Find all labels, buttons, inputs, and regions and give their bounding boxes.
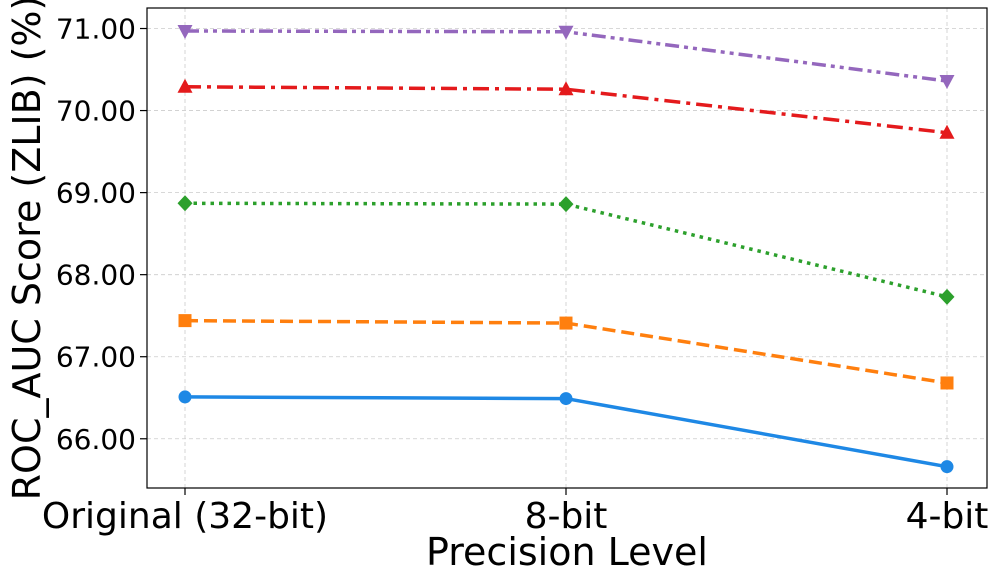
data-point bbox=[558, 25, 574, 40]
y-tick-label: 69.00 bbox=[56, 177, 136, 210]
series-2 bbox=[178, 314, 954, 390]
series-4 bbox=[177, 78, 955, 139]
data-point bbox=[177, 195, 193, 212]
y-tick-label: 70.00 bbox=[56, 95, 136, 128]
series-layer bbox=[177, 24, 955, 474]
y-tick-label: 71.00 bbox=[56, 13, 136, 46]
axes: Original (32-bit) 8-bit 4-bit 66.00 67.00 68.… bbox=[42, 13, 989, 537]
data-point bbox=[939, 124, 955, 139]
data-point bbox=[940, 460, 954, 474]
data-point bbox=[939, 288, 955, 305]
plot-frame bbox=[146, 7, 988, 489]
series-1 bbox=[178, 390, 954, 474]
series-5 bbox=[177, 24, 955, 90]
data-point bbox=[177, 24, 193, 39]
data-point bbox=[559, 316, 573, 330]
data-point bbox=[178, 314, 192, 328]
x-tick-label: Original (32-bit) bbox=[42, 496, 328, 537]
data-point bbox=[559, 392, 573, 406]
data-point bbox=[558, 196, 574, 213]
data-point bbox=[177, 78, 193, 93]
x-tick-label: 4-bit bbox=[906, 496, 989, 537]
grid-lines bbox=[147, 8, 987, 488]
data-point bbox=[558, 81, 574, 96]
x-tick-label: 8-bit bbox=[525, 496, 608, 537]
y-axis-title: ROC_AUC Score (ZLIB) (%) bbox=[5, 0, 49, 500]
y-tick-label: 67.00 bbox=[56, 341, 136, 374]
y-tick-label: 68.00 bbox=[56, 259, 136, 292]
data-point bbox=[940, 376, 954, 390]
data-point bbox=[178, 390, 192, 404]
data-point bbox=[939, 75, 955, 90]
series-3 bbox=[177, 195, 955, 305]
x-axis-title: Precision Level bbox=[426, 530, 708, 574]
y-tick-label: 66.00 bbox=[56, 423, 136, 456]
